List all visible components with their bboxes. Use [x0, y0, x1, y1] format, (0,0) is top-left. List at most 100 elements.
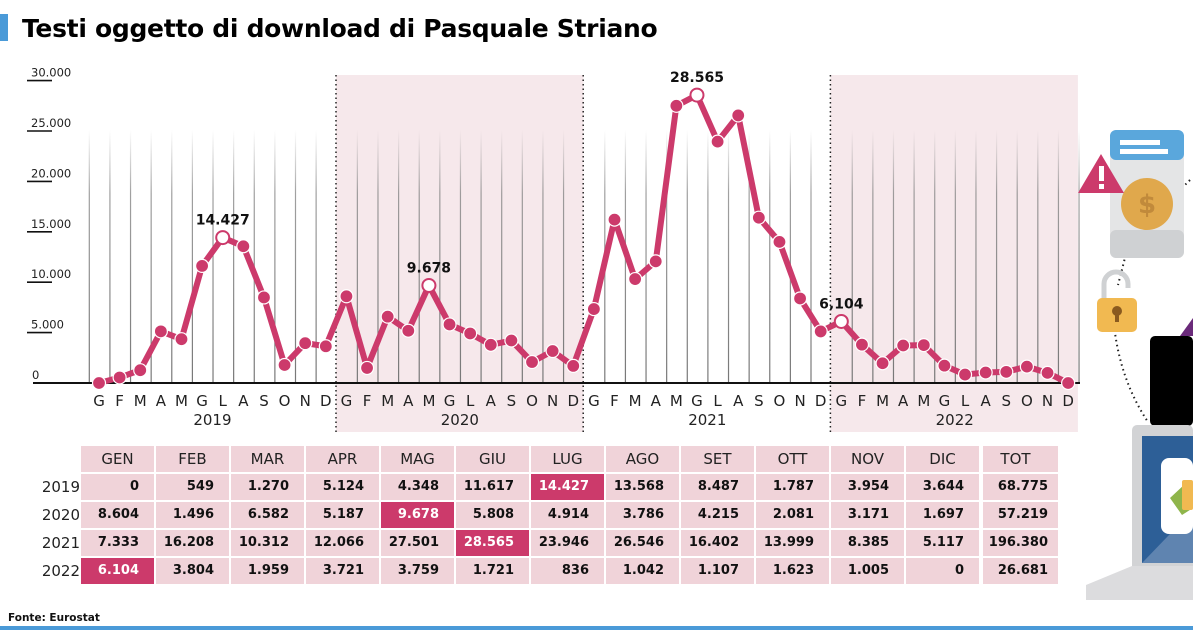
- data-point: [1019, 359, 1035, 374]
- gridline: [975, 130, 977, 383]
- column-header-feb: FEB: [156, 446, 229, 472]
- month-tick-label: A: [981, 392, 992, 410]
- table-cell: 0: [906, 558, 979, 584]
- column-header-gen: GEN: [81, 446, 154, 472]
- gridline: [727, 130, 730, 383]
- month-tick-label: M: [876, 392, 889, 410]
- gridline: [542, 130, 544, 383]
- gridline: [109, 130, 111, 383]
- year-bands: [336, 75, 1078, 432]
- table-cell: 13.568: [606, 474, 679, 500]
- data-point: [153, 324, 168, 339]
- data-point: [792, 291, 808, 306]
- data-point: [772, 234, 787, 249]
- gridline: [233, 130, 235, 383]
- table-cell: 1.697: [906, 502, 979, 528]
- month-tick-label: F: [115, 392, 124, 410]
- total-cell: 26.681: [983, 558, 1058, 584]
- month-tick-label: N: [547, 392, 558, 410]
- data-point: [256, 290, 272, 305]
- data-point: [504, 333, 519, 348]
- warning-icon: [1078, 154, 1124, 193]
- gridline: [377, 130, 379, 383]
- year-label-2020: 2020: [441, 411, 479, 429]
- row-year-label: 2021: [41, 534, 80, 552]
- dollar-coin-icon: $: [1121, 178, 1173, 230]
- table-row: 2022 6.104 3.804 1.959 3.721 3.759 1.721 836 1.0…: [40, 558, 1060, 584]
- peak-callout-label: 9.678: [407, 260, 451, 276]
- month-tick-label: G: [939, 392, 951, 410]
- data-point: [442, 317, 457, 332]
- data-point: [174, 332, 189, 347]
- ytick-label: 20.000: [31, 166, 71, 180]
- table-cell: 6.582: [231, 502, 304, 528]
- table-cell: 549: [156, 474, 229, 500]
- table-cell: 16.208: [156, 530, 229, 556]
- data-point: [236, 239, 251, 254]
- table-row: 2019 0 549 1.270 5.124 4.348 11.617 14.427 13.56…: [40, 474, 1060, 500]
- table-cell: 2.081: [756, 502, 829, 528]
- year-label-2022: 2022: [936, 411, 974, 429]
- month-tick-label: G: [93, 392, 105, 410]
- table-cell: 11.617: [456, 474, 529, 500]
- gridline: [769, 130, 771, 383]
- peak-callout-label: 28.565: [670, 70, 724, 86]
- unlocked-padlock-icon: [1097, 269, 1137, 332]
- table-cell: 4.215: [681, 502, 754, 528]
- year-dividers: [335, 75, 832, 432]
- row-year-label: 2022: [41, 562, 80, 580]
- data-point: [731, 108, 746, 123]
- month-tick-label: M: [381, 392, 394, 410]
- month-tick-label: S: [259, 392, 269, 410]
- highlighted-peak-cell: 6.104: [81, 558, 154, 584]
- table-row: 2021 7.333 16.208 10.312 12.066 27.501 28.565 2…: [40, 530, 1060, 556]
- month-tick-label: A: [898, 392, 909, 410]
- peak-marker: [215, 230, 231, 246]
- dark-screen-icon: [1150, 318, 1193, 426]
- month-tick-label: M: [670, 392, 683, 410]
- month-tick-label: G: [341, 392, 353, 410]
- month-tick-label: G: [836, 392, 848, 410]
- table-row: 2020 8.604 1.496 6.582 5.187 9.678 5.808 4.914 3…: [40, 502, 1060, 528]
- column-header-tot: TOT: [983, 446, 1058, 472]
- table-cell: 3.171: [831, 502, 904, 528]
- column-header-nov: NOV: [831, 446, 904, 472]
- table-cell: 836: [531, 558, 604, 584]
- ytick-label: 0: [32, 368, 39, 382]
- column-header-apr: APR: [306, 446, 379, 472]
- column-header-mag: MAG: [381, 446, 454, 472]
- gridline: [789, 130, 791, 383]
- data-point: [586, 301, 601, 317]
- data-table: GEN FEB MAR APR MAG GIU LUG AGO SET OTT NOV DIC TOT …: [40, 446, 1060, 586]
- data-point: [937, 358, 952, 373]
- column-header-giu: GIU: [456, 446, 529, 472]
- gridline: [1057, 130, 1060, 383]
- table-cell: 16.402: [681, 530, 754, 556]
- highlighted-peak-cell: 14.427: [531, 474, 604, 500]
- table-cell: 1.623: [756, 558, 829, 584]
- month-tick-label: A: [403, 392, 414, 410]
- gridline: [439, 130, 441, 383]
- month-tick-label: D: [815, 392, 827, 410]
- row-year-label: 2020: [41, 506, 80, 524]
- data-point: [957, 367, 973, 382]
- column-header-ott: OTT: [756, 446, 829, 472]
- gridline: [1078, 130, 1080, 383]
- table-cell: 3.759: [381, 558, 454, 584]
- gridline: [707, 130, 709, 383]
- data-point: [1040, 365, 1055, 380]
- table-cell: 8.385: [831, 530, 904, 556]
- gridline: [150, 130, 152, 383]
- data-point: [91, 375, 107, 391]
- year-label-2021: 2021: [688, 411, 726, 429]
- data-point: [854, 337, 870, 352]
- table-cell: 0: [81, 474, 154, 500]
- month-tick-label: L: [713, 392, 722, 410]
- table-cell: 1.005: [831, 558, 904, 584]
- month-tick-label: L: [466, 392, 475, 410]
- gridline: [995, 130, 998, 383]
- gridline: [892, 130, 895, 383]
- gridline: [191, 130, 193, 383]
- data-series: [91, 87, 1076, 391]
- table-cell: 3.786: [606, 502, 679, 528]
